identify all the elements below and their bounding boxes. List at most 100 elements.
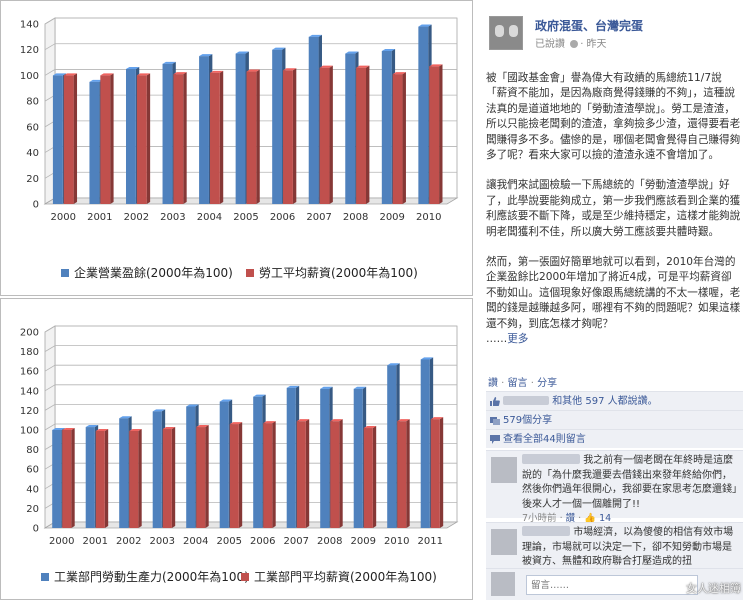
commenter-avatar[interactable] xyxy=(491,457,517,483)
y-tick-label: 60 xyxy=(26,465,39,476)
bar-red xyxy=(100,73,114,204)
comment-text: 我之前有一個老闆在年終時是這麼說的「為什麼我還要去借錢出來發年終給你們，然後你們… xyxy=(522,455,737,510)
x-tick-label: 2001 xyxy=(87,212,112,223)
comment-input[interactable] xyxy=(526,575,698,595)
view-comments-row[interactable]: 查看全部44則留言 xyxy=(486,429,743,448)
bar-red xyxy=(430,417,444,528)
watermark-text: 女人迷相簿 xyxy=(686,582,741,595)
comment-text: 市場經濟，以為傻傻的相信有效市場理論，市場就可以決定一下，卻不知勞動市場是被資方… xyxy=(522,527,734,568)
x-tick-label: 2009 xyxy=(379,212,404,223)
likes-count-text[interactable]: 和其他 597 人都說讚。 xyxy=(552,396,658,407)
bar-red xyxy=(246,69,260,204)
avatar-face-icon xyxy=(509,25,518,37)
comment-time[interactable]: 7小時前 xyxy=(522,513,557,525)
thumbs-up-icon xyxy=(490,397,500,406)
x-tick-label: 2010 xyxy=(416,212,441,223)
feedback-box: 和其他 597 人都說讚。 579個分享 查看全部44則留言 xyxy=(486,391,743,448)
y-tick-label: 20 xyxy=(26,504,39,515)
x-tick-label: 2006 xyxy=(250,536,275,547)
bar-red xyxy=(392,72,406,205)
gridline xyxy=(44,43,457,51)
likes-row[interactable]: 和其他 597 人都說讚。 xyxy=(486,391,743,410)
shared-by-label: 已說讚 xyxy=(535,39,565,50)
legend-swatch xyxy=(61,269,69,277)
x-tick-label: 2000 xyxy=(51,212,76,223)
y-tick-label: 200 xyxy=(20,328,39,339)
like-link[interactable]: 讚 xyxy=(488,378,498,389)
comment-text-block: 我之前有一個老闆在年終時是這麼說的「為什麼我還要去借錢出來發年終給你們，然後你們… xyxy=(522,454,738,527)
blurred-commenter-name[interactable] xyxy=(522,454,580,464)
legend-label: 勞工平均薪資(2000年為100) xyxy=(259,266,418,280)
post-paragraph: 被「國政基金會」譽為偉大有政績的馬總統11/7說「薪資不能加，是因為廠商覺得錢賺… xyxy=(486,72,741,162)
comment-like-link[interactable]: 讚 xyxy=(565,513,576,525)
facebook-post: 政府混蛋、台灣完蛋 已說讚 · 昨天 被「國政基金會」譽為偉大有政績的馬總統11… xyxy=(476,0,747,600)
gridline xyxy=(44,345,457,352)
comment-composer xyxy=(486,568,743,600)
avatar-face-icon xyxy=(495,25,504,37)
globe-icon xyxy=(570,40,579,48)
comment-bubble-icon xyxy=(490,435,500,444)
bar-red xyxy=(296,419,310,528)
shares-count-text[interactable]: 579個分享 xyxy=(503,415,553,426)
chart-productivity-vs-wage: 0 20 40 60 80 100 120 140 160 180 200 2000 2001 2002 2… xyxy=(0,298,473,600)
y-tick-label: 80 xyxy=(26,97,39,108)
gridline xyxy=(44,17,457,25)
bar-red xyxy=(162,426,176,528)
bar-red xyxy=(397,419,410,528)
y-tick-label: 160 xyxy=(20,367,39,378)
view-all-comments-link[interactable]: 查看全部44則留言 xyxy=(503,434,586,445)
comment-like-count[interactable]: 14 xyxy=(599,513,612,525)
y-tick-label: 120 xyxy=(20,45,39,56)
chart-svg-2: 0 20 40 60 80 100 120 140 160 180 200 2000 2001 2002 2… xyxy=(20,325,459,584)
legend-label: 企業營業盈餘(2000年為100) xyxy=(74,265,233,280)
page-name-link[interactable]: 政府混蛋、台灣完蛋 xyxy=(535,19,644,33)
x-tick-label: 2009 xyxy=(351,536,376,547)
comment-text-block: 市場經濟，以為傻傻的相信有效市場理論，市場就可以決定一下，卻不知勞動市場是被資方… xyxy=(522,526,738,568)
legend-label: 工業部門勞動生產力(2000年為100) xyxy=(54,569,249,584)
bar-red xyxy=(62,427,75,528)
bar-red xyxy=(95,428,109,528)
bar-red xyxy=(356,65,370,204)
x-tick-label: 2000 xyxy=(49,536,74,547)
blurred-name xyxy=(503,396,549,405)
bar-red xyxy=(429,64,443,204)
bar-red xyxy=(136,73,151,204)
x-tick-label: 2001 xyxy=(83,536,108,547)
page-avatar[interactable] xyxy=(489,16,523,50)
bar-red xyxy=(173,72,187,205)
y-tick-label: 180 xyxy=(20,347,39,358)
x-tick-label: 2006 xyxy=(270,212,295,223)
x-tick-label: 2008 xyxy=(317,536,342,547)
comment-link[interactable]: 留言 xyxy=(507,378,528,389)
gridline xyxy=(44,384,457,392)
legend-swatch xyxy=(241,573,249,581)
legend-label: 工業部門平均薪資(2000年為100) xyxy=(254,569,437,584)
post-body: 被「國政基金會」譽為偉大有政績的馬總統11/7說「薪資不能加，是因為廠商覺得錢賺… xyxy=(486,71,742,363)
x-tick-label: 2007 xyxy=(284,536,309,547)
my-avatar xyxy=(491,572,515,596)
y-tick-label: 120 xyxy=(20,406,39,417)
blurred-commenter-name[interactable] xyxy=(522,526,570,536)
thumbs-up-icon: 👍 xyxy=(584,513,597,525)
share-link[interactable]: 分享 xyxy=(537,378,558,389)
y-tick-label: 40 xyxy=(26,148,39,159)
shares-row[interactable]: 579個分享 xyxy=(486,410,743,429)
y-tick-label: 60 xyxy=(26,122,39,133)
bar-red xyxy=(283,68,297,205)
y-tick-label: 80 xyxy=(26,445,39,456)
share-icon xyxy=(490,417,500,425)
y-tick-label: 100 xyxy=(20,426,39,437)
comment-item: 我之前有一個老闆在年終時是這麼說的「為什麼我還要去借錢出來發年終給你們，然後你們… xyxy=(486,450,743,524)
x-tick-label: 2002 xyxy=(116,536,141,547)
gridline xyxy=(44,325,457,333)
see-more-link[interactable]: 更多 xyxy=(507,333,529,346)
post-time-link[interactable]: 昨天 xyxy=(586,39,607,50)
post-meta: 已說讚 · 昨天 xyxy=(535,39,607,50)
legend-swatch xyxy=(41,573,49,581)
x-tick-label: 2010 xyxy=(384,536,409,547)
x-tick-label: 2008 xyxy=(343,212,368,223)
bar-red xyxy=(196,425,209,528)
commenter-avatar[interactable] xyxy=(491,529,517,555)
x-tick-label: 2004 xyxy=(183,536,208,547)
x-tick-label: 2011 xyxy=(418,536,443,547)
